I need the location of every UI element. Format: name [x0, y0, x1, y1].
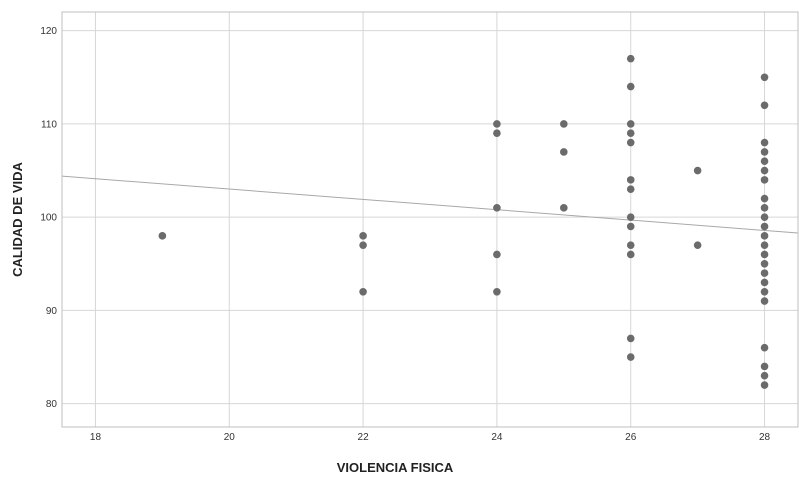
data-point: [760, 287, 769, 296]
y-tick-label: 90: [46, 306, 58, 317]
y-tick-label: 120: [40, 26, 57, 37]
data-point: [626, 213, 635, 221]
data-point: [359, 287, 367, 296]
data-point: [760, 157, 769, 166]
data-points: [158, 54, 769, 389]
data-point: [626, 241, 635, 249]
data-point: [158, 232, 167, 240]
data-point: [760, 204, 769, 212]
data-point: [760, 222, 769, 231]
data-point: [760, 269, 769, 277]
data-point: [760, 73, 769, 82]
data-point: [493, 204, 501, 212]
data-point: [626, 54, 635, 63]
fit-line: [61, 175, 799, 234]
data-point: [760, 362, 769, 371]
data-point: [760, 278, 769, 287]
data-point: [760, 166, 769, 175]
data-point: [626, 129, 635, 138]
data-point: [760, 297, 769, 305]
data-point: [626, 138, 635, 147]
data-point: [760, 148, 769, 156]
x-tick-label: 18: [90, 432, 102, 443]
data-point: [626, 353, 635, 361]
data-point: [626, 222, 635, 231]
y-axis-title: CALIDAD DE VIDA: [10, 161, 25, 276]
data-point: [760, 101, 769, 110]
data-point: [693, 166, 702, 175]
data-point: [760, 194, 769, 203]
data-point: [760, 241, 769, 249]
data-point: [626, 82, 635, 91]
data-point: [760, 250, 769, 259]
data-point: [493, 250, 501, 259]
x-tick-label: 22: [358, 432, 370, 443]
x-tick-label: 28: [759, 432, 771, 443]
x-axis-title: VIOLENCIA FISICA: [337, 460, 454, 475]
data-point: [626, 250, 635, 259]
fit-line-layer: [61, 175, 799, 234]
data-point: [760, 381, 769, 389]
data-point: [760, 176, 769, 184]
data-point: [626, 176, 635, 184]
y-tick-label: 80: [46, 399, 58, 410]
data-point: [693, 241, 702, 249]
data-point: [626, 120, 635, 128]
data-point: [626, 185, 635, 193]
data-point: [760, 371, 769, 380]
data-point: [359, 241, 367, 249]
plot-frame: [61, 11, 799, 428]
data-point: [560, 120, 568, 128]
y-tick-label: 110: [41, 119, 57, 130]
data-point: [760, 232, 769, 240]
grid-lines: [62, 12, 798, 427]
data-point: [493, 287, 501, 296]
y-tick-labels: 80 90 100 110 120: [40, 26, 57, 410]
data-point: [760, 213, 769, 221]
data-point: [560, 148, 568, 156]
x-tick-labels: 18 20 22 24 26 28: [90, 432, 771, 443]
data-point: [493, 129, 501, 138]
x-tick-label: 20: [224, 432, 236, 443]
data-point: [626, 334, 635, 343]
data-point: [359, 232, 367, 240]
data-point: [560, 204, 568, 212]
y-tick-label: 100: [40, 213, 57, 224]
data-point: [760, 343, 769, 352]
data-point: [760, 259, 769, 268]
x-tick-label: 24: [491, 432, 503, 443]
data-point: [760, 138, 769, 147]
data-point: [493, 120, 501, 128]
x-tick-label: 26: [625, 432, 637, 443]
